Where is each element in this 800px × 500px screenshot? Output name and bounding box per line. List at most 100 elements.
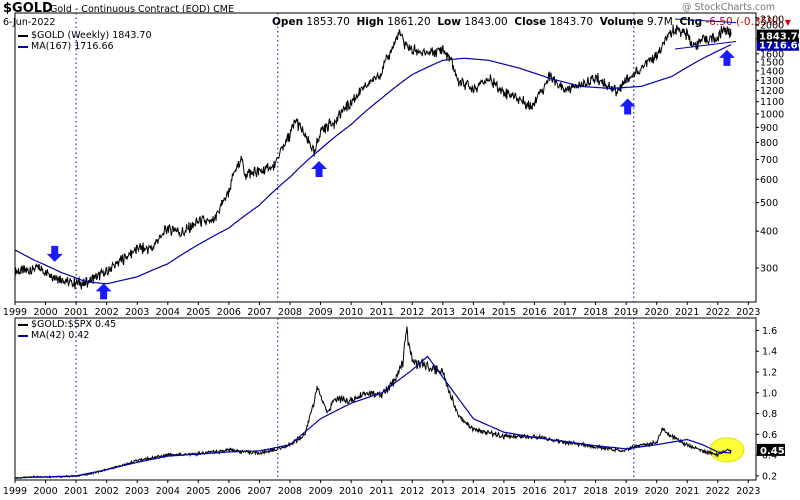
x-tick-label-bottom-2020: 2020 (645, 486, 669, 497)
x-tick-label-bottom-2007: 2007 (247, 486, 271, 497)
x-tick-label-bottom-2002: 2002 (95, 486, 119, 497)
x-tick-label-top-2016: 2016 (522, 307, 546, 318)
top-panel-frame (14, 12, 757, 303)
signal-arrow-shape-2 (311, 161, 328, 178)
legend-label-price: $GOLD (Weekly) 1843.70 (31, 30, 152, 41)
last-ratio-badge-text: 0.45 (760, 446, 785, 457)
open-value: 1853.70 (306, 16, 350, 28)
x-tick-label-top-2021: 2021 (675, 307, 699, 318)
x-tick-label-bottom-2011: 2011 (370, 486, 394, 497)
legend-item-ma: MA(167) 1716.66 (18, 41, 152, 52)
chart-description: Gold - Continuous Contract (EOD) CME (50, 4, 234, 15)
legend-swatch-ratio-ma (18, 334, 28, 337)
y-tick-label-top-500: 500 (760, 198, 778, 209)
y-tick-label-top-1100: 1100 (760, 97, 784, 108)
low-value: 1843.00 (464, 16, 508, 28)
legend-item-ratio: $GOLD:$SPX 0.45 (18, 319, 116, 330)
y-tick-label-top-1600: 1600 (760, 49, 784, 60)
x-tick-label-bottom-2015: 2015 (492, 486, 516, 497)
x-tick-label-bottom-2004: 2004 (156, 486, 180, 497)
high-value: 1861.20 (387, 16, 431, 28)
y-tick-label-top-300: 300 (760, 263, 778, 274)
gold-ma-line (14, 44, 732, 285)
y-tick-label-bottom-0.4: 0.4 (762, 451, 777, 462)
x-tick-label-bottom-2012: 2012 (400, 486, 424, 497)
x-tick-label-top-2000: 2000 (33, 307, 57, 318)
last-price-badge-text: 1843.70 (759, 32, 800, 43)
y-tick-label-bottom-0.6: 0.6 (762, 430, 777, 441)
signal-arrow-up-icon (619, 98, 636, 115)
x-tick-label-top-2011: 2011 (370, 307, 394, 318)
last-price-badge-bg (757, 29, 799, 42)
y-tick-label-top-2000: 2000 (760, 21, 784, 32)
last-ratio-badge-bg (757, 443, 785, 456)
x-tick-label-top-2002: 2002 (95, 307, 119, 318)
x-tick-label-top-2007: 2007 (247, 307, 271, 318)
bottom-panel-frame (14, 317, 757, 481)
x-tick-label-top-2004: 2004 (156, 307, 180, 318)
y-tick-label-top-2100: 2100 (760, 14, 784, 25)
high-label: High (356, 16, 384, 28)
volume-label: Volume (599, 16, 644, 28)
x-axis: 1999 1999 2000 2000 2001 2001 2002 2002 2003 2003… (3, 302, 760, 497)
x-tick-label-bottom-2000: 2000 (33, 486, 57, 497)
y-tick-label-top-1300: 1300 (760, 76, 784, 87)
x-tick-label-bottom-2014: 2014 (461, 486, 485, 497)
y-tick-label-bottom-1: 1.0 (762, 388, 777, 399)
y-tick-label-bottom-1.6: 1.6 (762, 326, 777, 337)
legend-item-ratio-ma: MA(42) 0.42 (18, 330, 116, 341)
stockcharts-watermark: @ StockCharts.com (682, 2, 776, 13)
signal-arrow-shape-4 (718, 49, 735, 66)
y-tick-label-bottom-0.8: 0.8 (762, 409, 777, 420)
bottom-legend: $GOLD:$SPX 0.45 MA(42) 0.42 (18, 319, 116, 341)
x-tick-label-bottom-2006: 2006 (217, 486, 241, 497)
last-ratio-badge: 0.45 (757, 443, 785, 457)
x-tick-label-top-2009: 2009 (308, 307, 332, 318)
symbol-title: $GOLD (3, 1, 53, 16)
x-tick-label-bottom-2018: 2018 (583, 486, 607, 497)
x-tick-label-top-2001: 2001 (64, 307, 88, 318)
last-price-badge: 1843.70 (757, 29, 800, 43)
open-label: Open (272, 16, 304, 28)
signal-arrow-up-icon (718, 49, 735, 66)
x-tick-label-bottom-2008: 2008 (278, 486, 302, 497)
signal-arrow-down-icon (46, 245, 63, 262)
trendline-1 (674, 41, 737, 50)
x-tick-label-bottom-2021: 2021 (675, 486, 699, 497)
legend-swatch-ratio (18, 323, 28, 326)
top-legend: $GOLD (Weekly) 1843.70 MA(167) 1716.66 (18, 30, 152, 52)
close-value: 1843.70 (549, 16, 594, 28)
last-ma-badge-text: 1716.66 (759, 41, 800, 52)
chg-down-icon: ▼ (784, 18, 791, 27)
x-tick-label-top-2005: 2005 (186, 307, 210, 318)
y-tick-label-top-700: 700 (760, 155, 778, 166)
close-label: Close (514, 16, 547, 28)
x-tick-label-top-2003: 2003 (125, 307, 149, 318)
x-tick-label-top-2008: 2008 (278, 307, 302, 318)
signal-arrow-shape-0 (46, 245, 63, 262)
chg-label: Chg (679, 16, 703, 28)
y-tick-label-top-600: 600 (760, 175, 778, 186)
quote-bar: Open 1853.70 High 1861.20 Low 1843.00 Cl… (272, 16, 791, 28)
x-tick-label-bottom-2001: 2001 (64, 486, 88, 497)
y-tick-label-top-400: 400 (760, 227, 778, 238)
y-tick-label-top-900: 900 (760, 123, 778, 134)
y-tick-label-top-1000: 1000 (760, 109, 784, 120)
x-tick-label-bottom-1999: 1999 (3, 486, 27, 497)
exchange-text: CME (213, 4, 234, 15)
volume-value: 9.7M (647, 16, 673, 28)
top-panel: 300 400 500 600 700 800 900 1000110012001300140… (14, 12, 800, 303)
legend-swatch-ma (18, 45, 28, 48)
signal-arrow-up-icon (95, 283, 112, 300)
x-tick-label-top-2015: 2015 (492, 307, 516, 318)
x-tick-label-top-2020: 2020 (645, 307, 669, 318)
x-tick-label-top-2013: 2013 (431, 307, 455, 318)
x-tick-label-bottom-2016: 2016 (522, 486, 546, 497)
y-tick-label-bottom-0.2: 0.2 (762, 471, 777, 482)
x-tick-label-top-2006: 2006 (217, 307, 241, 318)
last-ma-badge-bg (757, 38, 799, 51)
description-text: Gold - Continuous Contract (EOD) (50, 4, 211, 15)
x-tick-label-top-2012: 2012 (400, 307, 424, 318)
x-tick-label-bottom-2003: 2003 (125, 486, 149, 497)
